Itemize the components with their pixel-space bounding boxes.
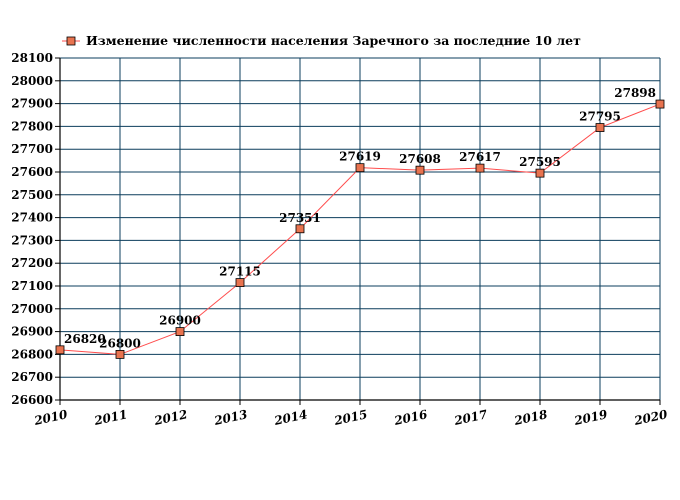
data-point (295, 224, 305, 234)
series (55, 99, 665, 359)
x-tick-label: 2010 (32, 407, 69, 428)
data-label: 27608 (399, 152, 441, 166)
x-tick-label: 2015 (332, 407, 369, 428)
y-tick-label: 27500 (11, 188, 53, 202)
y-tick-label: 26800 (11, 347, 53, 361)
y-tick-label: 27800 (11, 119, 53, 133)
data-point (355, 163, 365, 173)
grid (59, 57, 661, 401)
x-tick-label: 2012 (152, 407, 189, 428)
y-tick-label: 27100 (11, 279, 53, 293)
data-point (535, 168, 545, 178)
data-label: 27351 (279, 211, 321, 225)
data-label: 27795 (579, 110, 621, 124)
data-label: 27617 (459, 150, 501, 164)
data-point (235, 278, 245, 287)
y-tick-label: 27300 (11, 233, 53, 247)
x-tick-label: 2013 (212, 407, 249, 428)
x-tick-label: 2019 (572, 407, 609, 428)
y-tick-label: 27900 (11, 97, 53, 111)
y-tick-label: 26600 (11, 393, 53, 407)
y-tick-label: 26700 (11, 370, 53, 384)
x-tick-label: 2017 (452, 407, 489, 428)
x-tick-labels: 2010 2011 2012 2013 2014 2015 2016 2017 2018 2019… (32, 407, 669, 428)
data-point (55, 345, 65, 355)
data-point (175, 327, 185, 337)
data-label: 27898 (614, 86, 656, 100)
data-label: 26820 (64, 332, 106, 346)
y-tick-label: 27000 (11, 302, 53, 316)
data-point (115, 349, 125, 359)
y-tick-label: 26900 (11, 325, 53, 339)
x-tick-label: 2020 (632, 407, 669, 428)
y-tick-label: 27200 (11, 256, 53, 270)
x-tick-label: 2014 (272, 407, 309, 428)
axes (55, 57, 661, 405)
y-tick-label: 27600 (11, 165, 53, 179)
x-tick-label: 2018 (512, 407, 549, 428)
data-point (415, 165, 425, 175)
data-label: 27619 (339, 150, 381, 164)
legend-label: Изменение численности населения Заречног… (86, 33, 581, 48)
y-tick-label: 27400 (11, 211, 53, 225)
data-label: 26900 (159, 314, 201, 328)
data-point (475, 163, 485, 173)
data-point (595, 123, 605, 132)
data-label: 27115 (219, 265, 261, 279)
legend-marker (66, 36, 76, 46)
data-label: 26800 (99, 336, 141, 350)
y-tick-labels: 26600 26700 26800 26900 27000 27100 27200 27300… (11, 51, 53, 407)
y-tick-label: 28100 (11, 51, 53, 65)
y-tick-label: 27700 (11, 142, 53, 156)
x-tick-label: 2011 (92, 407, 129, 428)
legend: Изменение численности населения Заречног… (62, 33, 581, 48)
y-tick-label: 28000 (11, 74, 53, 88)
x-tick-label: 2016 (392, 407, 429, 428)
data-point (655, 99, 665, 109)
data-label: 27595 (519, 155, 561, 169)
